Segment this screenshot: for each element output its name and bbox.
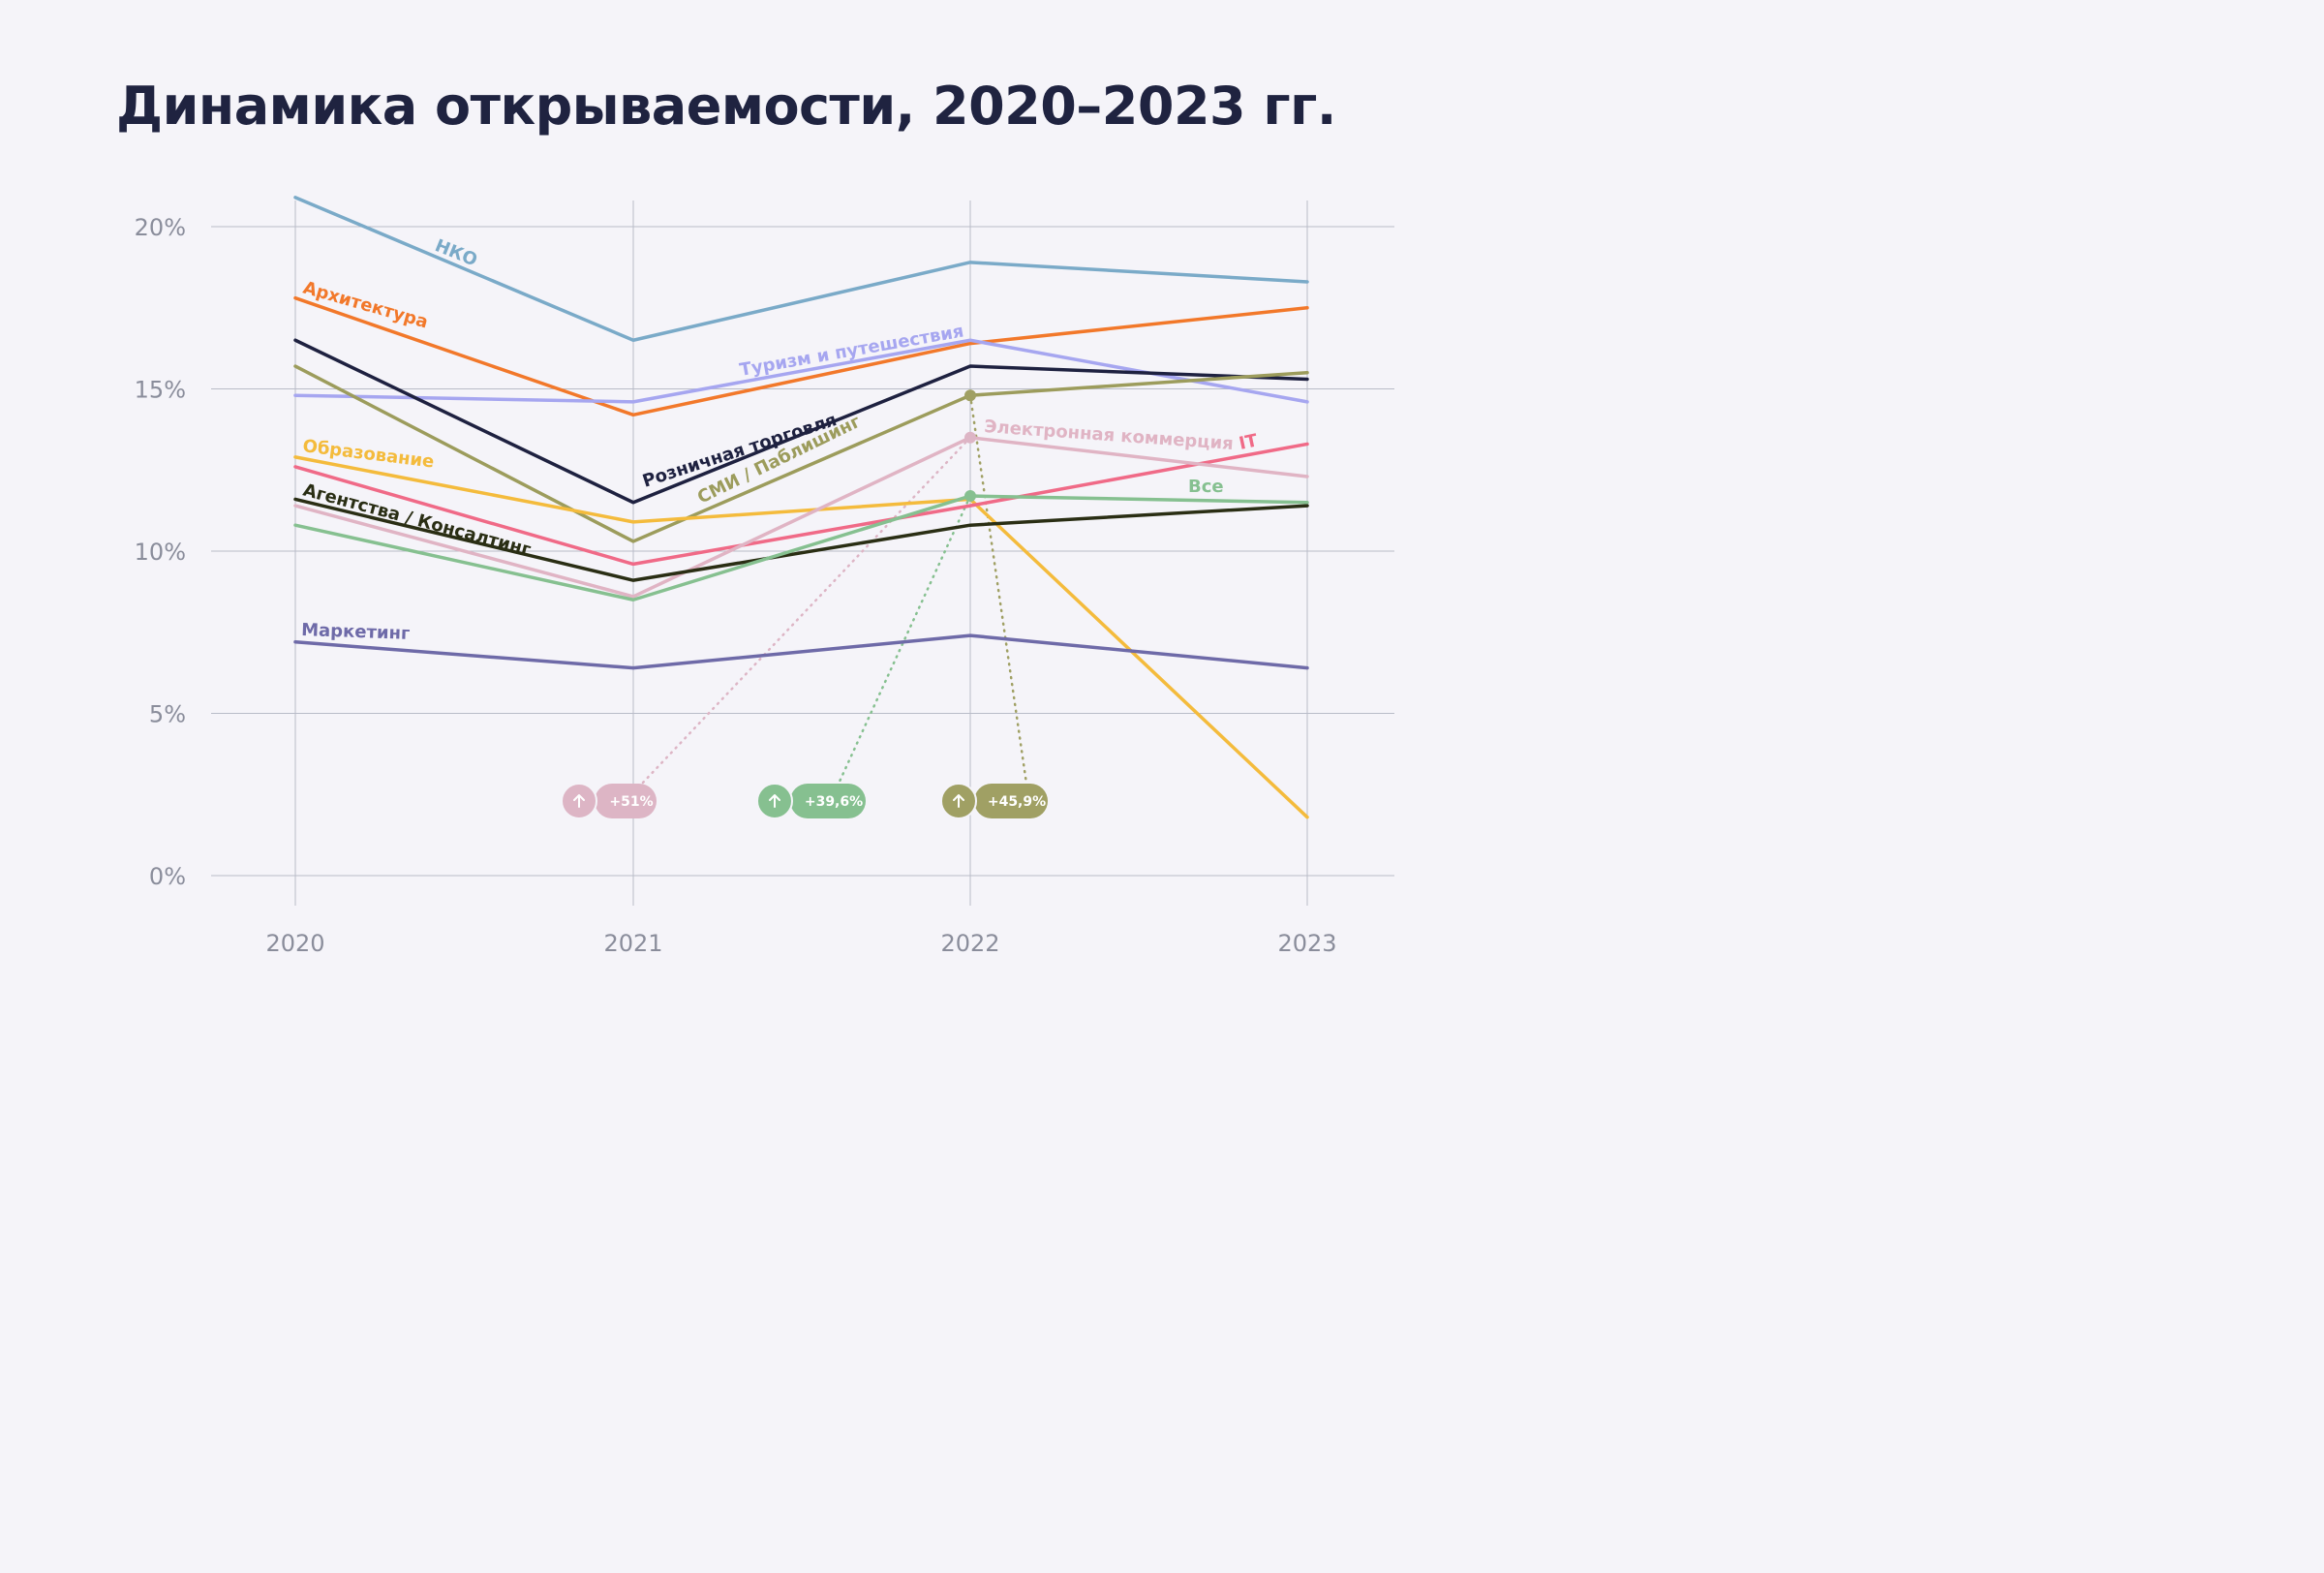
series-line-все [293,494,1309,601]
annotation-dots [964,389,976,503]
series-label-образование: Образование [301,436,435,472]
series-lines [293,196,1309,819]
x-tick-label: 2023 [1277,930,1336,957]
series-line-электронная-коммерция [293,436,1309,599]
y-tick-label: 0% [149,863,186,890]
annotation-badges: +51% +39,6% +45,9% [561,783,1048,819]
y-tick-label: 20% [135,214,186,241]
series-label-маркетинг: Маркетинг [301,620,411,644]
series-line-нко [293,196,1309,342]
series-line-образование [293,455,1309,819]
arrow-up-icon [573,794,585,808]
x-tick-label: 2022 [940,930,999,957]
annotation-leader [837,494,972,786]
series-label-электронная-коммерция: Электронная коммерция [984,416,1235,454]
y-tick-label: 10% [135,539,186,566]
series-line-it [293,442,1309,567]
x-axis-ticks: 2020 2021 2022 2023 [265,930,1336,957]
annotation-badge [790,784,866,818]
annotation-label: +45,9% [988,794,1046,810]
annotation-label: +51% [609,794,653,810]
series-line-розничная-торговля [293,338,1309,505]
series-line-агентства-консалтинг [293,497,1309,582]
x-tick-label: 2021 [603,930,662,957]
y-tick-label: 15% [135,377,186,404]
series-label-it: IT [1238,430,1261,454]
annotation-point [964,431,976,444]
chart-title: Динамика открываемости, 2020–2023 гг. [116,76,1336,137]
annotation-badge [974,784,1048,818]
series-line-архитектура [293,295,1309,417]
series-label-агентства-консалтинг: Агентства / Консалтинг [301,480,534,561]
annotation-badge [595,784,657,818]
annotation-leader [968,393,1028,786]
annotation-label: +39,6% [805,794,863,810]
annotation-leaders [640,393,1028,786]
arrow-up-icon [769,794,780,808]
series-line-сми-паблишинг [293,364,1309,543]
arrow-up-icon [953,794,964,808]
series-label-все: Все [1188,477,1224,497]
annotation-point [964,490,976,503]
y-axis-ticks: 0% 5% 10% 15% 20% [135,214,186,890]
x-tick-label: 2020 [265,930,324,957]
series-line-маркетинг [293,633,1309,670]
annotation-point [964,389,976,402]
y-tick-label: 5% [149,701,186,728]
line-chart: 0% 5% 10% 15% 20% 2020 2021 2022 2023 НКОАрхите… [135,196,1394,957]
annotation-leader [640,436,972,786]
